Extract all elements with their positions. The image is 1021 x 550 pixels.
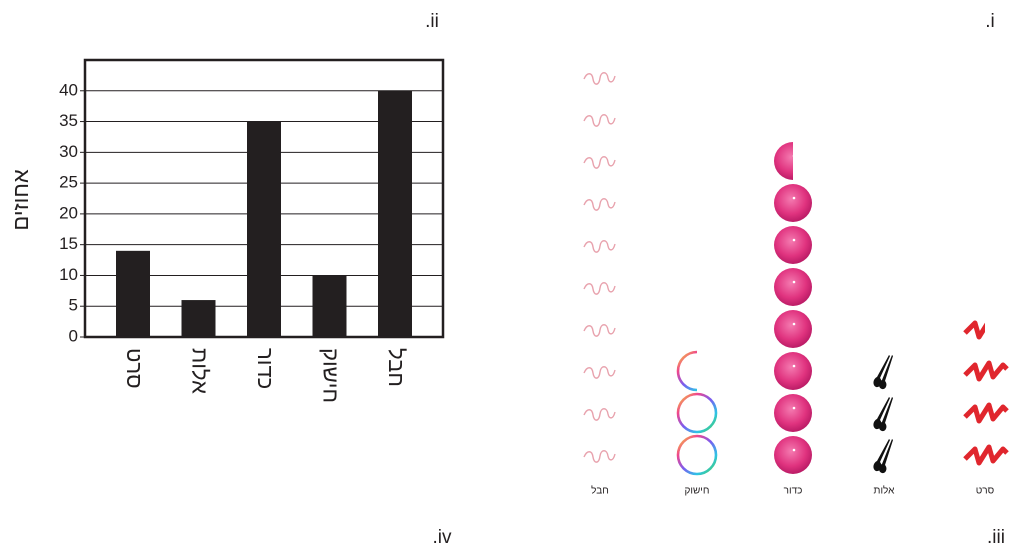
pictograph: חבל חישוק כדור אלות סרט bbox=[584, 73, 1007, 497]
bar bbox=[182, 300, 216, 337]
category-label: כדור bbox=[784, 486, 803, 497]
icon bbox=[774, 268, 812, 306]
x-tick-label: כדור bbox=[253, 348, 278, 389]
icon bbox=[873, 397, 893, 431]
x-tick-label: חבל bbox=[384, 348, 409, 387]
icon bbox=[965, 405, 1007, 421]
y-tick-label: 30 bbox=[59, 142, 78, 161]
icon-part bbox=[965, 321, 1007, 337]
panel-label: .iii bbox=[987, 527, 1005, 548]
panel-label: .i bbox=[985, 11, 995, 32]
icon bbox=[584, 115, 615, 126]
y-tick-label: 25 bbox=[59, 173, 78, 192]
bar bbox=[247, 122, 281, 337]
bar bbox=[116, 251, 150, 337]
icon bbox=[774, 310, 812, 348]
icon bbox=[584, 199, 615, 210]
icon bbox=[584, 325, 615, 336]
icon bbox=[774, 184, 812, 222]
page: .i .ii .iii .iv 0 5 10 15 20 25 30 35 40 סרט אלות כ… bbox=[0, 0, 1021, 550]
icon bbox=[584, 451, 615, 462]
icon bbox=[873, 439, 893, 473]
y-tick-label: 0 bbox=[69, 326, 78, 345]
icon bbox=[584, 409, 615, 420]
icon bbox=[774, 142, 812, 180]
bar-chart: 0 5 10 15 20 25 30 35 40 סרט אלות כדור חישוק חבל אחוזי… bbox=[8, 60, 443, 403]
icon bbox=[584, 157, 615, 168]
y-tick-label: 10 bbox=[59, 265, 78, 284]
category-label: סרט bbox=[976, 486, 995, 497]
icon bbox=[965, 363, 1007, 379]
category-label: אלות bbox=[874, 485, 896, 497]
icon bbox=[584, 283, 615, 294]
icon bbox=[774, 394, 812, 432]
icon-part bbox=[774, 142, 812, 180]
y-tick-label: 15 bbox=[59, 234, 78, 253]
icon bbox=[584, 241, 615, 252]
icon bbox=[965, 321, 1007, 337]
y-tick-label: 40 bbox=[59, 80, 78, 99]
icon bbox=[965, 447, 1007, 463]
category-label: חישוק bbox=[685, 486, 710, 497]
bar bbox=[313, 275, 347, 337]
icon bbox=[584, 367, 615, 378]
bar bbox=[378, 91, 412, 337]
y-tick-label: 5 bbox=[69, 296, 78, 315]
panel-label: .iv bbox=[433, 527, 453, 548]
icon bbox=[584, 73, 615, 84]
icon bbox=[774, 436, 812, 474]
icon bbox=[873, 355, 893, 389]
icon bbox=[678, 394, 716, 432]
category-label: חבל bbox=[591, 485, 609, 497]
y-tick-label: 20 bbox=[59, 203, 78, 222]
icon bbox=[774, 226, 812, 264]
icon bbox=[774, 352, 812, 390]
panel-label: .ii bbox=[425, 11, 439, 32]
icon bbox=[678, 436, 716, 474]
x-tick-label: סרט bbox=[122, 348, 147, 389]
icon bbox=[678, 352, 716, 390]
x-tick-label: חישוק bbox=[319, 348, 344, 403]
x-tick-label: אלות bbox=[188, 348, 213, 394]
icon-part bbox=[678, 352, 716, 390]
y-axis-label: אחוזים bbox=[8, 169, 33, 231]
y-tick-label: 35 bbox=[59, 111, 78, 130]
